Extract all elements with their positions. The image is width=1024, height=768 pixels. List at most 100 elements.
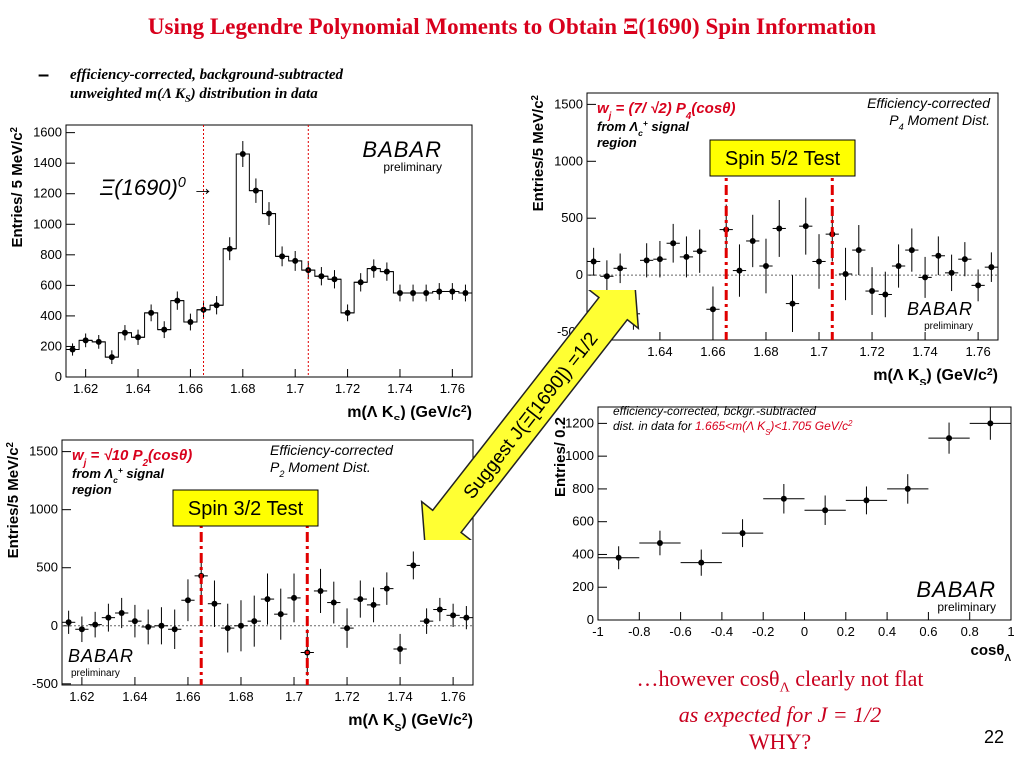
data-point-group (62, 610, 76, 634)
foot-line-3: WHY? (748, 729, 812, 755)
data-point-group (367, 259, 381, 278)
x-axis-label: m(Λ KS) (GeV/c2) (347, 404, 472, 421)
data-point (118, 610, 125, 617)
xi-annotation: Ξ(1690)0 → (99, 175, 214, 200)
data-point (762, 263, 769, 270)
spin-test-label: Spin 3/2 Test (188, 498, 304, 520)
data-point (171, 626, 178, 633)
data-point-group (168, 609, 182, 650)
data-point (69, 346, 76, 353)
data-point-group (380, 572, 394, 605)
data-point-group (92, 335, 106, 349)
data-point-group (928, 422, 970, 454)
data-point (780, 495, 787, 502)
mass-chart: 1.62 1.64 1.66 1.68 1.7 1.72 1.74 1.76 0 200 400 60… (9, 124, 473, 421)
data-point (187, 319, 194, 326)
y-tick-label: 600 (572, 514, 594, 529)
y-tick-label: 400 (40, 308, 62, 323)
y-tick-label: 400 (572, 546, 594, 561)
data-point-group (845, 486, 888, 515)
data-point-group (878, 271, 892, 318)
x-tick-label: 1.68 (753, 344, 778, 359)
data-point-group (170, 291, 184, 310)
y-tick-label: 1200 (565, 415, 594, 430)
x-tick-label: 0.6 (919, 624, 937, 639)
data-point-group (759, 238, 773, 294)
data-point-group (600, 260, 614, 293)
data-point-group (118, 325, 132, 341)
data-point (904, 485, 911, 492)
data-point (317, 587, 324, 594)
data-point (749, 237, 756, 244)
data-point (410, 562, 417, 569)
data-point-group (931, 236, 945, 276)
data-point-group (105, 350, 119, 365)
from-label: from Λc+ signal (597, 118, 689, 138)
y-tick-label: 0 (576, 267, 583, 282)
x-tick-label: 1.66 (175, 689, 200, 704)
data-point-group (275, 246, 289, 267)
data-point-group (445, 283, 459, 300)
data-point (357, 596, 364, 603)
data-point-group (640, 243, 654, 278)
data-point-group (183, 313, 197, 331)
data-point-group (66, 343, 80, 356)
data-point-group (249, 178, 263, 203)
x-tick-label: 1.7 (286, 381, 304, 396)
weight-label: wj = (7/ √2) P4(cosθ) (597, 100, 736, 122)
data-point-group (262, 202, 276, 226)
x-tick-label: -0.8 (628, 624, 650, 639)
y-tick-label: 800 (572, 481, 594, 496)
data-point-group (274, 588, 288, 640)
data-point-group (406, 551, 420, 580)
foot-line-2: as expected for J = 1/2 (678, 702, 882, 728)
data-point-group (971, 269, 985, 302)
x-tick-label: 1.68 (228, 689, 253, 704)
data-point (213, 302, 220, 309)
from-label-line-2: region (597, 135, 637, 150)
data-point-group (732, 244, 747, 297)
data-point (615, 554, 622, 561)
data-point-group (181, 579, 195, 622)
x-tick-label: 1.74 (387, 381, 412, 396)
data-point (882, 291, 889, 298)
data-point (370, 601, 377, 608)
x-tick-label: 1.76 (440, 689, 465, 704)
data-point (656, 539, 663, 546)
y-tick-label: -500 (32, 676, 58, 691)
data-point (895, 263, 902, 270)
data-point (158, 622, 165, 629)
data-point (863, 497, 870, 504)
moment-title: Efficiency-corrected (867, 95, 991, 111)
data-point (709, 306, 716, 313)
data-point (65, 619, 72, 626)
data-point-group (746, 214, 760, 268)
y-tick-label: 500 (561, 210, 583, 225)
x-axis-label: cosθΛ (971, 642, 1012, 664)
data-point (131, 618, 138, 625)
y-tick-label: 200 (572, 579, 594, 594)
data-point-group (984, 252, 998, 282)
x-tick-label: -0.6 (669, 624, 691, 639)
y-tick-label: 1500 (29, 444, 58, 459)
data-point (802, 223, 809, 230)
bullet-line-2: unweighted m(Λ KS) distribution in data (70, 86, 318, 105)
y-tick-label: 0 (587, 612, 594, 627)
data-point (975, 282, 982, 289)
data-point-group (380, 262, 394, 281)
data-point (776, 225, 783, 232)
x-tick-label: 1.64 (647, 344, 672, 359)
data-point (396, 290, 403, 296)
data-point (948, 269, 955, 276)
data-point-group (969, 407, 1011, 440)
data-point-group (613, 253, 627, 284)
data-point-group (639, 530, 681, 556)
data-point (643, 257, 650, 264)
y-tick-label: 1000 (33, 216, 62, 231)
babar-logo: BABAR (362, 137, 442, 162)
suggestion-arrow: Suggest J(Ξ[1690]) =1/2 (420, 290, 640, 540)
data-point (279, 253, 286, 260)
x-tick-label: 1.62 (73, 381, 98, 396)
x-tick-label: 1.72 (859, 344, 884, 359)
x-tick-label: 1.76 (440, 381, 465, 396)
